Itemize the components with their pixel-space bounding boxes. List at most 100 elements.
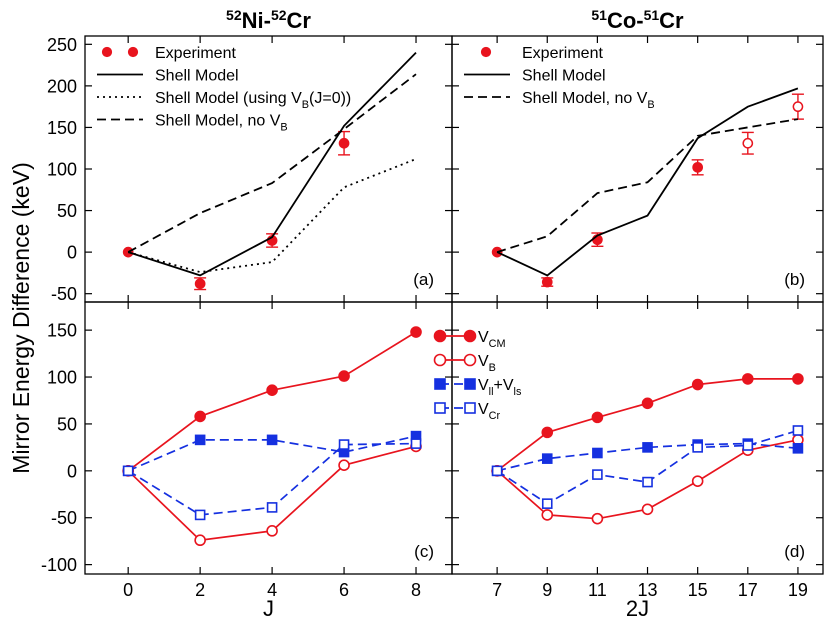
panel-title: 51Co-51Cr: [591, 7, 684, 33]
legend-marker: [433, 353, 447, 367]
y-tick-label: 0: [67, 461, 77, 481]
experiment-point: [742, 137, 754, 149]
y-tick-label: 50: [57, 201, 77, 221]
series-marker: [641, 397, 654, 410]
panel-label: (b): [784, 270, 805, 289]
y-tick-label: 50: [57, 414, 77, 434]
legend-marker: [434, 378, 446, 390]
series-marker: [194, 534, 206, 547]
series-marker: [692, 442, 703, 453]
y-tick-label: 100: [47, 160, 77, 180]
series-marker: [266, 384, 278, 396]
series-line: [496, 87, 799, 277]
series-marker: [691, 378, 704, 391]
series-marker: [266, 525, 278, 537]
series-marker: [338, 439, 350, 450]
y-axis-label: Mirror Energy Difference (keV): [8, 162, 34, 473]
x-tick-label: 11: [588, 580, 607, 600]
legend-label: Shell Model, no VB: [155, 113, 288, 134]
data-series: [97, 46, 804, 547]
y-tick-label: -100: [41, 555, 77, 575]
series-line: [127, 158, 417, 274]
panel-label: (d): [784, 542, 805, 561]
series-marker: [792, 443, 804, 454]
series-marker: [691, 475, 704, 487]
series-marker: [592, 447, 603, 459]
legend-label: Shell Model: [155, 68, 239, 85]
y-tick-label: 150: [47, 321, 77, 341]
series-line: [127, 331, 417, 472]
series-marker: [741, 373, 754, 385]
panel-label: (a): [413, 270, 434, 289]
legend-label: Experiment: [155, 45, 236, 62]
series-marker: [338, 370, 350, 382]
legend-label: Shell Model (using VB(J=0)): [155, 90, 351, 111]
panel-title: 52Ni-52Cr: [226, 7, 311, 33]
y-tick-label: 100: [47, 368, 77, 388]
x-tick-label: 0: [123, 580, 133, 600]
legend-marker: [463, 353, 477, 367]
x-tick-label: 4: [267, 580, 277, 600]
series-marker: [410, 438, 422, 449]
series-marker: [266, 502, 278, 513]
series-marker: [641, 503, 654, 516]
legend-label: Vll+Vls: [478, 377, 522, 398]
panel-frame-a: [84, 35, 453, 303]
series-marker: [592, 469, 603, 480]
x-tick-label: 15: [688, 580, 708, 600]
y-tick-label: 150: [47, 118, 77, 138]
series-marker: [122, 465, 134, 477]
series-marker: [792, 373, 804, 385]
series-line: [496, 118, 799, 253]
legend-label: VCr: [478, 401, 501, 422]
y-tick-label: 250: [47, 35, 77, 55]
series-marker: [591, 512, 604, 525]
series-marker: [410, 326, 422, 338]
legend-marker: [464, 378, 476, 390]
series-marker: [194, 434, 206, 446]
panel-frames: [84, 35, 824, 575]
x-tick-label: 8: [411, 580, 421, 600]
x-axis-label: J: [263, 596, 274, 621]
series-line: [127, 51, 417, 277]
series-marker: [541, 509, 554, 521]
legend-marker: [464, 402, 476, 414]
series-marker: [194, 509, 206, 521]
legend-marker: [127, 46, 139, 58]
experiment-point: [541, 276, 553, 288]
x-tick-label: 13: [638, 580, 658, 600]
experiment-point: [338, 137, 350, 149]
x-tick-label: 19: [788, 580, 808, 600]
experiment-point: [122, 246, 134, 258]
y-tick-label: -50: [51, 284, 77, 304]
series-line: [127, 73, 417, 253]
experiment-point: [792, 101, 804, 113]
series-marker: [194, 410, 206, 423]
panel-frame-d: [451, 301, 824, 575]
series-marker: [742, 440, 754, 451]
x-tick-label: 17: [738, 580, 758, 600]
legend-marker: [433, 329, 447, 343]
series-marker: [266, 434, 278, 446]
legend-marker: [480, 46, 492, 58]
x-tick-label: 6: [339, 580, 349, 600]
experiment-point: [692, 161, 704, 173]
series-marker: [541, 498, 553, 509]
series-marker: [792, 425, 804, 436]
legend-label: VB: [478, 353, 496, 374]
legend-marker: [463, 329, 477, 343]
y-tick-label: 200: [47, 76, 77, 96]
y-tick-label: -50: [51, 508, 77, 528]
legend-label: Experiment: [522, 45, 603, 62]
series-marker: [491, 465, 503, 477]
x-tick-label: 2: [195, 580, 205, 600]
legend-label: VCM: [478, 329, 506, 350]
legend-marker: [434, 402, 446, 414]
figure-text: Mirror Energy Difference (keV) -50 0 50 100…: [8, 7, 808, 621]
x-tick-label: 7: [492, 580, 502, 600]
x-tick-label: 9: [542, 580, 552, 600]
series-marker: [642, 442, 653, 453]
panel-frame-b: [451, 35, 824, 303]
panel-label: (c): [414, 542, 434, 561]
